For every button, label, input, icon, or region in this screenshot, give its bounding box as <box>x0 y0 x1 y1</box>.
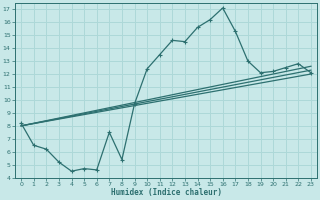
X-axis label: Humidex (Indice chaleur): Humidex (Indice chaleur) <box>110 188 221 197</box>
